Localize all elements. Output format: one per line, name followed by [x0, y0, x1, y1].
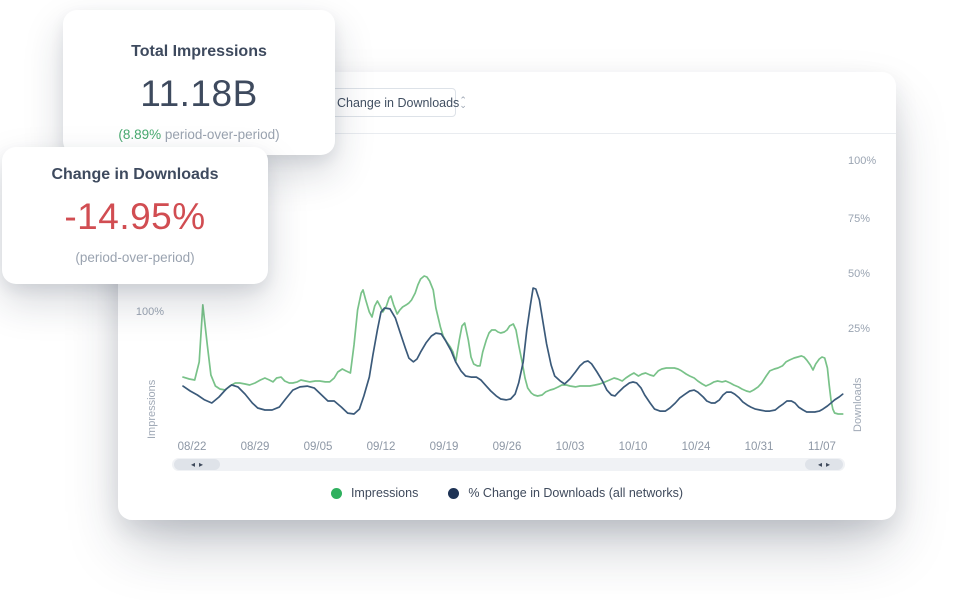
right-axis-tick-25: 25% [848, 323, 871, 335]
right-axis-tick-50: 50% [848, 268, 871, 280]
header-divider [118, 133, 896, 134]
chart-scrollbar-track[interactable]: ◂ ▸ ◂ ▸ [172, 458, 845, 471]
x-tick: 10/31 [744, 441, 774, 453]
legend-label: % Change in Downloads (all networks) [468, 486, 684, 500]
kpi-value: -14.95% [64, 196, 206, 237]
kpi-subtitle: (8.89% period-over-period) [118, 127, 280, 142]
scrollbar-handle-right[interactable]: ◂ ▸ [805, 459, 843, 470]
kpi-title: Change in Downloads [51, 166, 219, 183]
metric-dropdown-value: Change in Downloads [337, 95, 460, 110]
x-axis: 08/22 08/29 09/05 09/12 09/19 09/26 10/0… [118, 441, 896, 455]
kpi-value: 11.18B [140, 73, 258, 114]
scrollbar-handle-left[interactable]: ◂ ▸ [174, 459, 220, 470]
legend-label: Impressions [350, 486, 419, 500]
x-tick: 11/07 [808, 441, 836, 453]
legend-dot [448, 487, 460, 499]
right-axis-tick-100: 100% [848, 155, 877, 167]
legend-item-impressions: Impressions [330, 486, 419, 500]
scroll-right-icon: ▸ [826, 459, 831, 469]
right-axis-tick-75: 75% [848, 213, 871, 225]
left-axis-tick-100: 100% [135, 306, 164, 318]
metric-dropdown[interactable]: Change in Downloads ⌃ ⌄ [323, 88, 467, 117]
scroll-left-icon: ◂ [817, 459, 822, 469]
kpi-card-change-in-downloads: Change in Downloads -14.95% (period-over… [2, 147, 268, 284]
x-tick: 09/12 [366, 441, 396, 453]
chart-legend: Impressions % Change in Downloads (all n… [118, 486, 896, 500]
kpi-title: Total Impressions [131, 43, 267, 60]
x-tick: 10/03 [555, 441, 585, 453]
scroll-left-icon: ◂ [190, 459, 195, 469]
x-tick: 10/10 [618, 441, 648, 453]
x-tick: 09/26 [492, 441, 522, 453]
scroll-right-icon: ▸ [199, 459, 204, 469]
kpi-subtitle: (period-over-period) [75, 250, 195, 265]
legend-item-downloads: % Change in Downloads (all networks) [448, 486, 683, 500]
kpi-card-total-impressions: Total Impressions 11.18B (8.89% period-o… [63, 10, 335, 155]
kpi-delta-positive: (8.89% [118, 127, 162, 142]
x-tick: 08/29 [240, 441, 270, 453]
legend-dot [330, 487, 342, 499]
x-tick: 09/05 [303, 441, 333, 453]
chart-svg[interactable] [118, 133, 900, 438]
x-tick: 08/22 [177, 441, 207, 453]
dropdown-updown-icon: ⌃ ⌄ [459, 94, 467, 110]
x-tick: 10/24 [681, 441, 711, 453]
x-tick: 09/19 [429, 441, 459, 453]
